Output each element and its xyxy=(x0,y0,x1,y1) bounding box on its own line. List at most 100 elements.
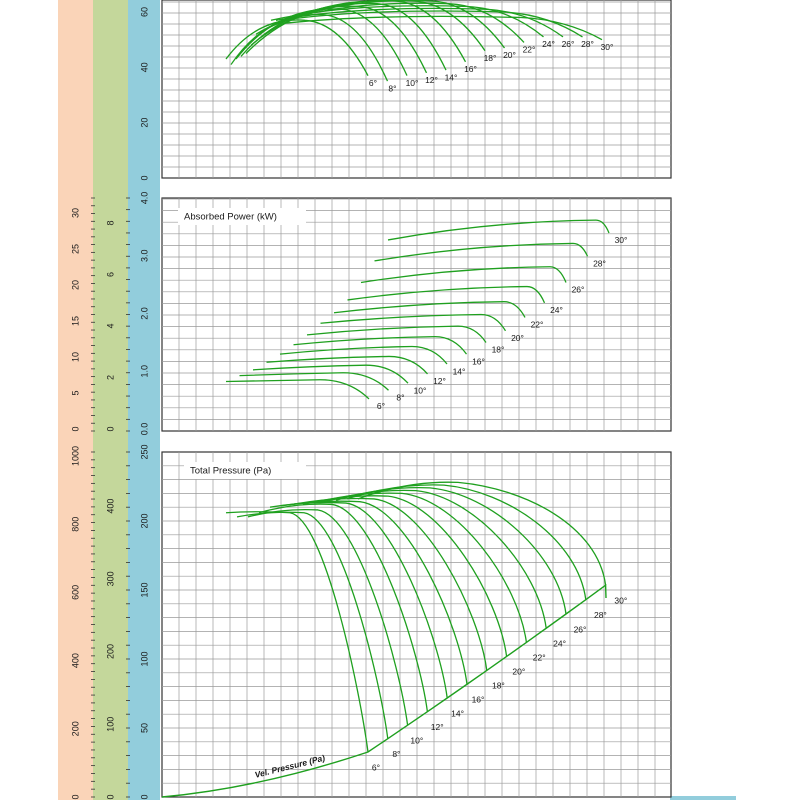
efficiency-angle-label: 8° xyxy=(388,83,396,93)
power-curve xyxy=(252,364,409,384)
pressure-minor-ticks-blue xyxy=(126,451,130,798)
pressure-title-bg xyxy=(184,462,306,479)
pressure-angle-label: 8° xyxy=(392,749,400,759)
pressure-angle-label: 20° xyxy=(512,667,525,677)
power-aux-peach-tick-label: 25 xyxy=(70,244,80,254)
efficiency-curve xyxy=(280,10,583,38)
power-grid xyxy=(161,197,672,432)
efficiency-curve xyxy=(245,2,447,71)
pressure-angle-label: 12° xyxy=(431,722,444,732)
efficiency-angle-label: 12° xyxy=(425,75,438,85)
pressure-angle-label: 28° xyxy=(594,610,607,620)
pressure-aux-peach-tick-label: 0 xyxy=(70,794,80,799)
band-blue xyxy=(128,0,160,800)
efficiency-tick-label: 0 xyxy=(139,175,149,180)
efficiency-curve xyxy=(270,5,544,38)
power-aux-green-tick-label: 8 xyxy=(105,220,115,225)
power-curve xyxy=(347,285,546,304)
pressure-aux-peach-tick-label: 800 xyxy=(70,517,80,532)
power-aux-peach-tick-label: 0 xyxy=(70,426,80,431)
efficiency-angle-label: 14° xyxy=(445,72,458,82)
pressure-angle-label: 16° xyxy=(472,695,485,705)
pressure-curve xyxy=(247,508,409,726)
pressure-tick-label: 200 xyxy=(139,513,149,528)
efficiency-angle-label: 22° xyxy=(523,45,536,55)
pressure-aux-green-tick-label: 0 xyxy=(105,794,115,799)
power-aux-peach-tick-label: 10 xyxy=(70,352,80,362)
band-green xyxy=(93,0,128,800)
power-curve xyxy=(293,335,468,355)
pressure-aux-green-tick-label: 100 xyxy=(105,717,115,732)
power-aux-green-tick-label: 2 xyxy=(105,375,115,380)
pressure-angle-label: 18° xyxy=(492,681,505,691)
band-peach xyxy=(58,0,93,800)
power-curve xyxy=(306,325,487,343)
power-title-bg xyxy=(178,208,306,225)
pressure-angle-label: 10° xyxy=(410,735,423,745)
pressure-curve xyxy=(357,481,607,586)
power-angle-label: 12° xyxy=(433,376,446,386)
pressure-tick-label: 100 xyxy=(139,651,149,666)
velocity-pressure-curve xyxy=(161,583,607,798)
power-curve xyxy=(279,345,448,365)
pressure-tick-label: 50 xyxy=(139,723,149,733)
efficiency-angle-label: 26° xyxy=(562,39,575,49)
efficiency-angle-label: 6° xyxy=(369,78,377,88)
efficiency-tick-label: 20 xyxy=(139,118,149,128)
power-aux-peach-tick-label: 20 xyxy=(70,280,80,290)
efficiency-angle-label: 24° xyxy=(542,39,555,49)
power-angle-label: 22° xyxy=(531,320,544,330)
efficiency-angle-label: 10° xyxy=(406,78,419,88)
efficiency-tick-label: 60 xyxy=(139,7,149,17)
pressure-angle-label: 30° xyxy=(614,595,627,605)
power-curve xyxy=(320,313,507,332)
pressure-aux-green-tick-label: 200 xyxy=(105,644,115,659)
pressure-angle-label: 26° xyxy=(574,624,587,634)
pressure-angle-label: 14° xyxy=(451,708,464,718)
power-aux-green-tick-label: 4 xyxy=(105,323,115,328)
efficiency-angle-label: 28° xyxy=(581,39,594,49)
efficiency-curve xyxy=(230,13,389,82)
pressure-tick-label: 250 xyxy=(139,444,149,459)
power-aux-peach-tick-label: 5 xyxy=(70,390,80,395)
pressure-curve xyxy=(346,484,587,600)
pressure-curve xyxy=(225,511,369,753)
power-angle-label: 16° xyxy=(472,356,485,366)
power-angle-label: 6° xyxy=(377,401,385,411)
power-angle-label: 10° xyxy=(414,385,427,395)
power-tick-label: 4.0 xyxy=(139,192,149,205)
power-aux-peach-tick-label: 15 xyxy=(70,316,80,326)
power-tick-label: 3.0 xyxy=(139,249,149,262)
power-tick-label: 1.0 xyxy=(139,365,149,378)
pressure-aux-peach-tick-label: 600 xyxy=(70,585,80,600)
band-blue-bottom xyxy=(670,796,736,800)
pressure-angle-label: 24° xyxy=(553,639,566,649)
power-curve xyxy=(387,219,610,241)
efficiency-curve xyxy=(265,2,525,43)
efficiency-angle-label: 18° xyxy=(484,53,497,63)
power-aux-peach-tick-label: 30 xyxy=(70,208,80,218)
pressure-title: Total Pressure (Pa) xyxy=(190,466,271,477)
pressure-minor-ticks-green xyxy=(91,451,95,798)
pressure-aux-green-tick-label: 400 xyxy=(105,499,115,514)
power-curve xyxy=(360,266,567,284)
power-angle-label: 26° xyxy=(572,285,585,295)
power-angle-label: 30° xyxy=(615,235,628,245)
power-curve xyxy=(225,379,370,400)
pressure-aux-peach-tick-label: 200 xyxy=(70,721,80,736)
power-tick-label: 2.0 xyxy=(139,307,149,320)
power-angle-label: 8° xyxy=(396,392,404,402)
efficiency-grid xyxy=(161,0,672,179)
efficiency-angle-label: 30° xyxy=(601,42,614,52)
power-title: Absorbed Power (kW) xyxy=(184,212,277,223)
power-curve xyxy=(239,372,389,391)
power-minor-ticks-blue xyxy=(126,197,130,432)
pressure-angle-label: 6° xyxy=(372,762,380,772)
power-angle-label: 28° xyxy=(593,259,606,269)
pressure-tick-label: 0 xyxy=(139,794,149,799)
efficiency-tick-label: 40 xyxy=(139,62,149,72)
power-aux-green-tick-label: 0 xyxy=(105,426,115,431)
power-angle-label: 24° xyxy=(550,305,563,315)
